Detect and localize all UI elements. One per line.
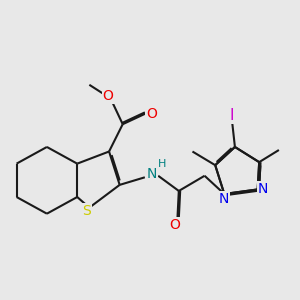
Text: O: O — [103, 89, 114, 103]
Text: O: O — [146, 106, 157, 121]
Text: I: I — [229, 108, 233, 123]
Text: N: N — [146, 167, 157, 181]
Text: H: H — [158, 159, 166, 169]
Text: O: O — [169, 218, 180, 232]
Text: N: N — [219, 191, 230, 206]
Text: N: N — [258, 182, 268, 197]
Text: S: S — [82, 204, 91, 218]
